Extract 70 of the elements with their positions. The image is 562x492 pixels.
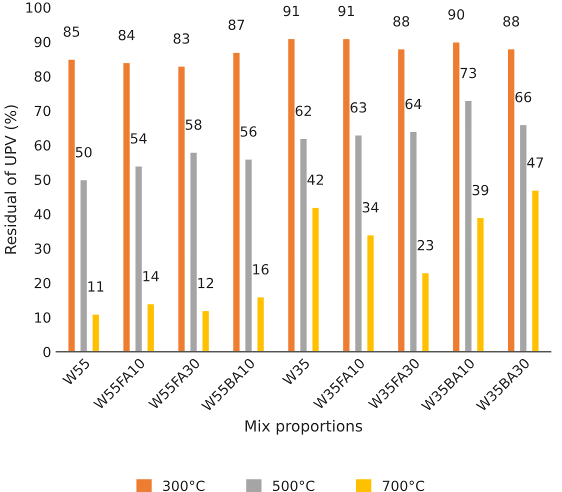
- y-tick-label: 40: [34, 208, 50, 220]
- bar: [506, 48, 516, 352]
- data-label: 12: [198, 278, 214, 288]
- y-tick-label: 30: [34, 243, 50, 254]
- data-label: 87: [228, 20, 244, 30]
- x-axis-title: Mix proportions: [246, 420, 362, 435]
- bar: [396, 48, 406, 352]
- bar: [244, 158, 254, 352]
- y-tick-label: 80: [34, 71, 50, 82]
- y-tick-label: 50: [34, 174, 50, 186]
- bar: [366, 234, 376, 352]
- bar: [232, 51, 241, 352]
- data-label: 66: [515, 92, 532, 102]
- y-tick-label: 0: [43, 346, 50, 358]
- data-label: 83: [174, 33, 190, 44]
- data-label: 84: [118, 30, 135, 40]
- bar: [354, 134, 363, 352]
- bar: [67, 58, 76, 352]
- bar: [530, 189, 540, 352]
- y-tick-label: 70: [34, 106, 50, 116]
- bar: [201, 310, 210, 352]
- data-label: 90: [448, 9, 464, 20]
- data-label: 91: [338, 6, 354, 16]
- bar: [408, 130, 418, 352]
- legend-label: 500°C: [272, 480, 314, 492]
- bar: [452, 41, 461, 352]
- data-label: 91: [283, 6, 299, 16]
- bar: [518, 124, 528, 352]
- bar: [122, 62, 132, 352]
- data-label: 85: [64, 26, 80, 37]
- data-label: 14: [143, 271, 159, 282]
- legend-label: 700°C: [382, 480, 424, 492]
- y-tick-label: 90: [34, 36, 50, 48]
- legend-label: 300°C: [163, 480, 205, 492]
- bar: [146, 302, 156, 352]
- y-tick-label: 100: [26, 2, 50, 13]
- bar: [476, 216, 485, 352]
- y-axis-title: Residual of UPV (%): [4, 105, 18, 254]
- data-label: 16: [253, 264, 269, 275]
- y-tick-label: 20: [34, 278, 50, 288]
- bar: [464, 100, 473, 352]
- bar: [311, 206, 320, 352]
- bar: [342, 38, 351, 352]
- data-label: 34: [362, 202, 379, 213]
- data-label: 88: [393, 16, 410, 27]
- bar: [298, 138, 308, 352]
- bar: [91, 313, 100, 352]
- bar: [176, 65, 186, 352]
- data-label: 23: [418, 240, 434, 250]
- data-label: 58: [186, 119, 202, 130]
- bar: [286, 38, 296, 352]
- data-label: 64: [406, 98, 422, 110]
- data-label: 54: [130, 133, 147, 144]
- data-label: 63: [350, 102, 366, 113]
- data-label: 47: [527, 157, 544, 168]
- bar: [79, 178, 88, 352]
- y-tick-label: 60: [34, 140, 50, 151]
- data-label: 50: [76, 146, 92, 158]
- data-label: 11: [88, 281, 104, 292]
- data-label: 88: [503, 16, 520, 27]
- data-label: 39: [472, 184, 488, 196]
- bar: [189, 151, 198, 352]
- data-label: 56: [240, 126, 256, 137]
- y-tick-label: 10: [35, 312, 50, 323]
- data-label: 62: [296, 106, 311, 116]
- data-label: 73: [460, 68, 476, 78]
- bar: [420, 272, 430, 352]
- bar: [256, 296, 266, 352]
- bar: [134, 165, 144, 352]
- data-label: 42: [307, 174, 324, 185]
